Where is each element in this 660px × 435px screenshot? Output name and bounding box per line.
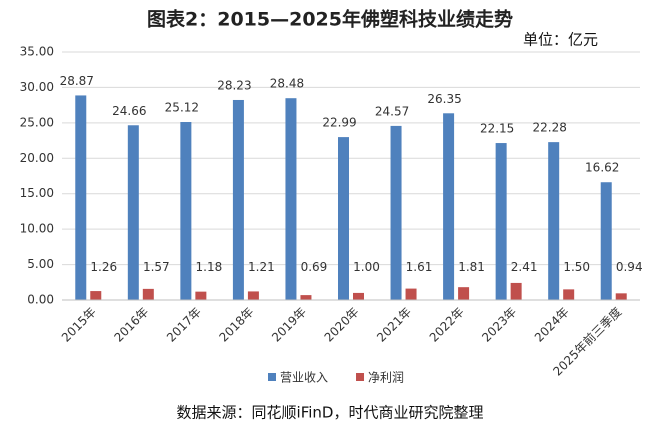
bar: [300, 295, 312, 300]
data-label: 2.41: [511, 260, 538, 274]
source-note: 数据来源：同花顺iFinD，时代商业研究院整理: [177, 404, 484, 422]
data-label: 1.57: [143, 260, 170, 274]
legend-label: 营业收入: [280, 371, 328, 385]
x-tick-label: 2023年: [479, 305, 519, 345]
bar: [285, 98, 297, 301]
data-label: 24.57: [375, 104, 409, 118]
bar: [615, 293, 627, 300]
bar: [390, 125, 402, 301]
data-label: 0.69: [301, 260, 328, 274]
bar: [90, 291, 102, 300]
bar: [127, 125, 139, 300]
y-tick-label: 30.00: [20, 80, 54, 94]
x-tick-label: 2022年: [427, 305, 467, 345]
bar: [495, 143, 507, 300]
data-label: 0.94: [616, 260, 643, 274]
bar: [195, 291, 207, 300]
data-label: 28.87: [60, 74, 94, 88]
legend-label: 净利润: [368, 371, 404, 385]
x-tick-label: 2021年: [374, 305, 414, 345]
y-tick-label: 0.00: [27, 293, 54, 307]
y-tick-label: 25.00: [20, 115, 54, 129]
bar: [353, 292, 364, 300]
bar: [247, 291, 259, 300]
data-label: 24.66: [112, 104, 146, 118]
bar: [180, 122, 192, 300]
data-label: 1.61: [406, 260, 433, 274]
x-tick-label: 2019年: [269, 305, 309, 345]
data-label: 28.48: [270, 77, 304, 91]
x-tick-label: 2020年: [322, 305, 362, 345]
bar: [563, 289, 575, 300]
y-tick-label: 10.00: [20, 222, 54, 236]
x-tick-label: 2016年: [111, 305, 151, 345]
bar: [142, 288, 154, 300]
data-label: 1.18: [196, 260, 223, 274]
data-label: 22.15: [480, 122, 514, 136]
data-label: 22.99: [322, 116, 356, 130]
bar: [600, 182, 612, 300]
data-label: 1.00: [353, 260, 380, 274]
y-tick-label: 35.00: [20, 45, 54, 59]
data-label: 22.28: [533, 121, 567, 135]
bar: [75, 95, 87, 300]
unit-label: 单位：亿元: [523, 31, 598, 49]
data-label: 1.26: [90, 260, 117, 274]
y-tick-label: 5.00: [27, 257, 54, 271]
data-label: 1.50: [563, 260, 590, 274]
data-label: 26.35: [427, 92, 461, 106]
bar: [510, 282, 522, 300]
data-label: 25.12: [165, 101, 199, 115]
data-label: 1.21: [248, 260, 275, 274]
y-tick-label: 15.00: [20, 186, 54, 200]
bar: [458, 287, 470, 300]
legend-swatch: [356, 373, 365, 381]
x-tick-label: 2024年: [532, 305, 572, 345]
data-label: 1.81: [458, 260, 485, 274]
data-label: 16.62: [585, 161, 619, 175]
bar: [232, 99, 244, 301]
bar: [405, 288, 417, 300]
y-tick-label: 20.00: [20, 151, 54, 165]
x-tick-label: 2017年: [164, 305, 204, 345]
chart-title: 图表2：2015—2025年佛塑科技业绩走势: [147, 8, 513, 31]
x-tick-label: 2018年: [217, 305, 257, 345]
bar: [443, 113, 455, 300]
data-label: 28.23: [217, 78, 251, 92]
x-tick-label: 2015年: [59, 305, 99, 345]
bar: [548, 142, 560, 300]
bar: [338, 137, 349, 300]
legend-swatch: [268, 373, 276, 381]
